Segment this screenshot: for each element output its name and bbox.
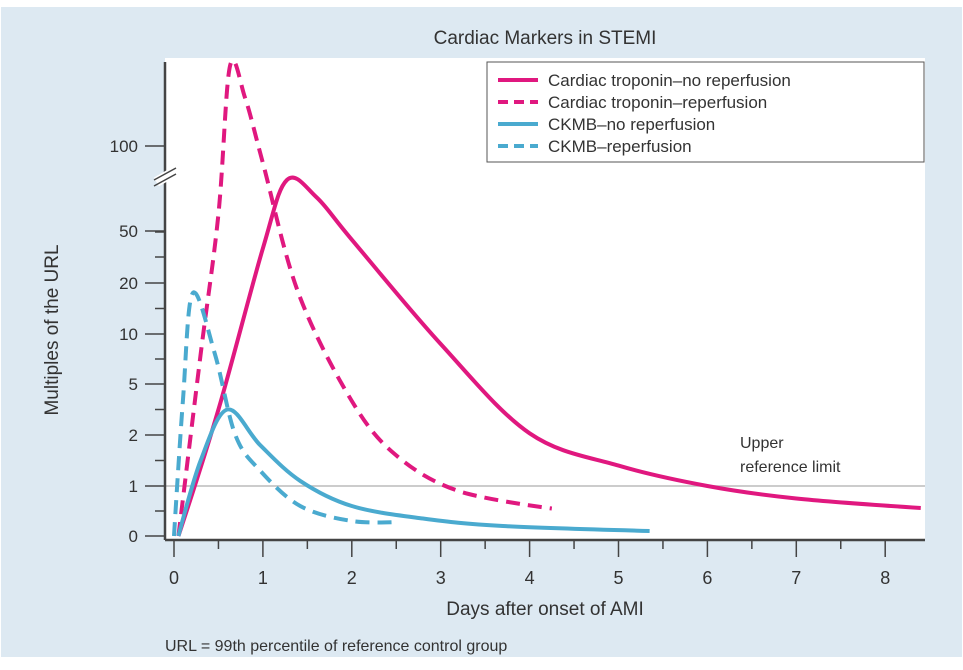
reference-label-line2: reference limit — [740, 459, 841, 476]
axis-break-gap — [153, 167, 177, 187]
legend-label: Cardiac troponin–no reperfusion — [548, 71, 791, 90]
y-axis-label: Multiples of the URL — [42, 244, 63, 415]
series-line-3 — [172, 290, 399, 537]
x-tick-label: 0 — [169, 568, 179, 588]
y-tick-label: 20 — [119, 274, 138, 293]
legend-box — [486, 61, 925, 163]
y-tick-label: 5 — [129, 375, 138, 394]
x-tick-label: 7 — [791, 568, 801, 588]
y-tick-label: 0 — [129, 527, 138, 546]
x-tick-label: 2 — [347, 568, 357, 588]
axis-break-mark — [153, 167, 177, 181]
y-tick-label: 50 — [119, 222, 138, 241]
x-tick-label: 8 — [880, 568, 890, 588]
x-tick-label: 5 — [613, 568, 623, 588]
x-tick-label: 1 — [258, 568, 268, 588]
reference-label-line1: Upper — [740, 435, 784, 452]
x-tick-label: 6 — [702, 568, 712, 588]
series-line-0 — [176, 175, 921, 537]
y-tick-label: 2 — [129, 426, 138, 445]
x-tick-label: 3 — [436, 568, 446, 588]
y-tick-label: 100 — [110, 137, 138, 156]
series-group — [172, 58, 921, 537]
legend-label: CKMB–reperfusion — [548, 137, 692, 156]
series-line-2 — [176, 407, 650, 537]
legend-label: Cardiac troponin–reperfusion — [548, 93, 767, 112]
legend: Cardiac troponin–no reperfusion Cardiac t… — [486, 61, 925, 163]
chart-title: Cardiac Markers in STEMI — [434, 28, 657, 49]
x-tick-label: 4 — [525, 568, 535, 588]
legend-label: CKMB–no reperfusion — [548, 115, 715, 134]
x-axis-label: Days after onset of AMI — [446, 599, 643, 620]
footnote: URL = 99th percentile of reference contr… — [165, 638, 507, 655]
axis-break-mark — [153, 173, 177, 187]
axes: 0 1 2 5 10 20 50 100 0 1 2 3 4 5 6 7 8 — [110, 62, 925, 588]
y-tick-label: 10 — [119, 325, 138, 344]
y-tick-label: 1 — [129, 477, 138, 496]
